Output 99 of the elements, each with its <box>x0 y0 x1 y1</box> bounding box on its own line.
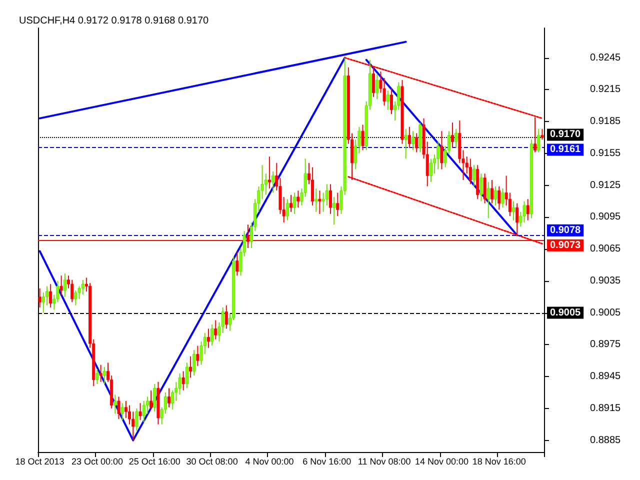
candlestick <box>114 394 117 414</box>
candlestick <box>404 128 408 160</box>
candlestick <box>60 275 63 296</box>
candlestick <box>210 324 214 346</box>
y-tick-label: 0.9185 <box>590 116 622 128</box>
candlestick <box>150 390 153 410</box>
candlestick <box>81 279 84 296</box>
candlestick <box>332 196 336 226</box>
y-tick-label: 0.9245 <box>590 52 622 64</box>
candlestick <box>512 200 516 221</box>
y-tick-label: 0.9125 <box>590 180 622 191</box>
candlestick <box>102 366 106 384</box>
chart-title: USDCHF,H4 0.9172 0.9178 0.9168 0.9170 <box>19 16 210 26</box>
candlestick <box>483 173 486 204</box>
x-tick-label: 18 Nov 16:00 <box>472 456 526 466</box>
candlestick <box>206 328 210 348</box>
y-tick-label: 0.9005 <box>590 307 622 318</box>
candlestick <box>436 141 440 170</box>
candlestick <box>189 356 192 378</box>
candlestick <box>74 290 78 306</box>
candlestick <box>185 362 188 389</box>
x-tick-label: 6 Nov 16:00 <box>302 456 352 466</box>
candlestick <box>390 88 393 115</box>
candlestick <box>182 370 185 391</box>
candlestick <box>415 132 418 153</box>
candlestick <box>70 279 74 303</box>
candlestick <box>412 130 415 151</box>
candlestick <box>522 200 526 223</box>
ref-line-label: 0.9073 <box>550 240 582 251</box>
candlestick <box>537 128 540 153</box>
ref-line-label: 0.9170 <box>550 129 582 140</box>
x-tick-label: 25 Oct 16:00 <box>128 456 180 466</box>
candlestick <box>49 284 52 308</box>
y-tick-label: 0.9155 <box>590 148 622 159</box>
candlestick <box>142 400 146 423</box>
candlestick <box>418 122 422 153</box>
candlestick <box>454 128 458 149</box>
candlestick <box>494 186 498 206</box>
y-tick-label: 0.8975 <box>590 339 622 350</box>
candlestick <box>138 402 142 421</box>
ref-line-label: 0.9078 <box>550 224 582 236</box>
candlestick <box>386 90 390 110</box>
y-tick-label: 0.8885 <box>590 434 622 446</box>
candlestick <box>336 192 340 217</box>
candlestick <box>38 288 42 308</box>
candlestick <box>372 66 376 98</box>
candlestick <box>526 198 530 221</box>
candlestick <box>429 158 432 183</box>
candlestick <box>99 364 102 382</box>
x-tick-label: 14 Nov 00:00 <box>414 456 468 466</box>
x-tick-label: 11 Nov 08:00 <box>358 456 411 466</box>
candlestick <box>224 304 228 330</box>
candlestick <box>486 182 490 219</box>
ref-line-label: 0.9005 <box>550 307 582 318</box>
candlestick <box>117 396 120 420</box>
candlestick <box>268 156 271 189</box>
candlestick <box>192 349 196 376</box>
candlestick <box>120 402 124 421</box>
candlestick <box>196 345 200 366</box>
candlestick <box>516 202 519 236</box>
candlestick <box>96 368 99 384</box>
candlestick <box>236 252 239 276</box>
candlestick <box>286 198 289 221</box>
candlestick <box>296 190 300 208</box>
candlestick <box>272 170 275 194</box>
y-tick-label: 0.9095 <box>590 212 622 223</box>
y-tick-label: 0.9065 <box>590 244 622 255</box>
candlestick <box>289 194 293 212</box>
candlestick <box>490 179 494 204</box>
x-tick-label: 23 Oct 00:00 <box>71 456 123 466</box>
candlestick <box>468 158 472 185</box>
candlestick <box>293 192 296 214</box>
candlestick <box>376 73 379 100</box>
y-tick-label: 0.9035 <box>590 275 622 286</box>
candlestick <box>314 188 318 212</box>
candlestick <box>501 188 504 208</box>
candlestick <box>408 126 411 149</box>
x-tick-label: 4 Nov 00:00 <box>245 456 294 466</box>
candlestick <box>167 388 170 408</box>
x-tick-label: 30 Oct 08:00 <box>186 456 238 466</box>
candlestick <box>63 272 66 298</box>
candlestick <box>440 130 444 170</box>
candlestick <box>480 173 483 202</box>
candlestick <box>311 166 314 206</box>
y-tick-label: 0.8915 <box>590 402 622 414</box>
candlestick <box>361 124 364 151</box>
candlestick <box>135 408 138 432</box>
candlestick <box>153 383 156 412</box>
candlestick <box>450 122 454 149</box>
candlestick <box>214 320 218 340</box>
ref-line-label: 0.9161 <box>550 144 582 156</box>
candlestick <box>498 186 501 210</box>
x-tick-label: 18 Oct 2013 <box>15 456 64 466</box>
candlestick <box>318 190 322 214</box>
candlestick <box>472 164 476 187</box>
y-tick-label: 0.8945 <box>590 371 622 382</box>
y-tick-label: 0.9215 <box>590 84 622 96</box>
candlestick <box>328 184 332 214</box>
candlestick <box>540 128 544 140</box>
